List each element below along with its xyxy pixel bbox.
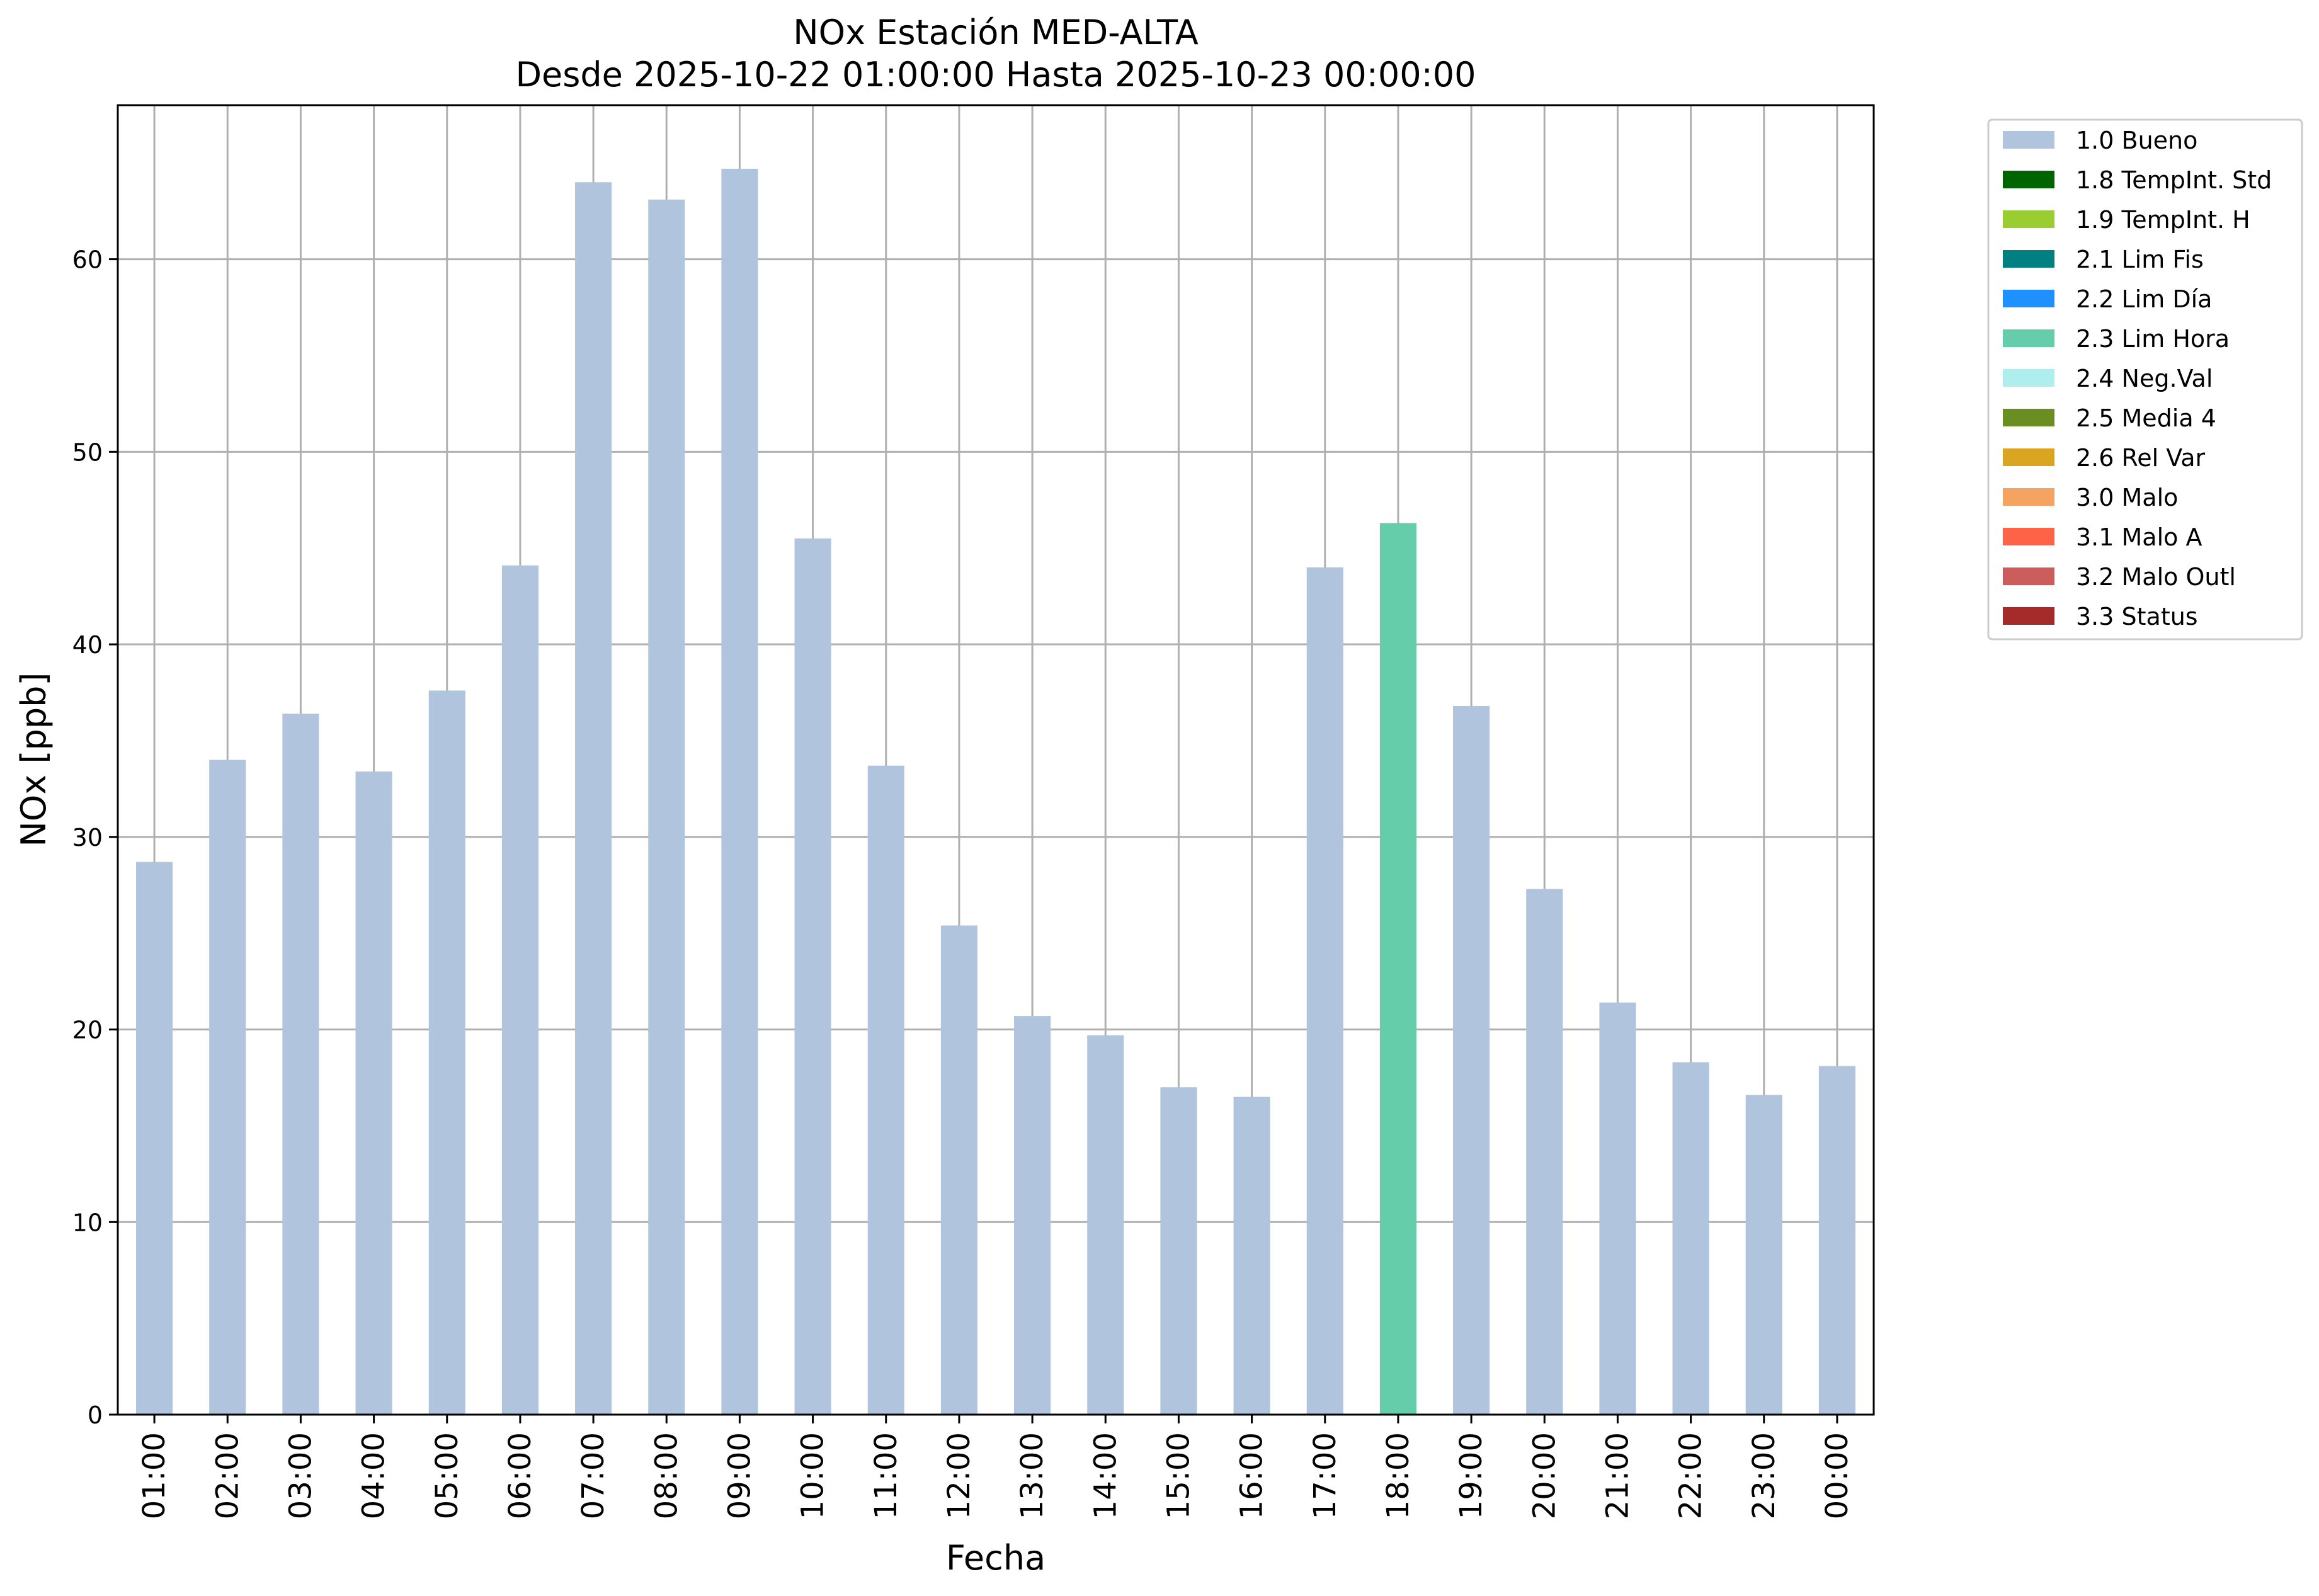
legend-label: 3.1 Malo A (2076, 523, 2202, 551)
legend-label: 2.2 Lim Día (2076, 285, 2212, 313)
x-tick-label: 17:00 (1308, 1432, 1343, 1519)
legend-swatch (2003, 448, 2054, 466)
legend-swatch (2003, 290, 2054, 307)
legend-swatch (2003, 607, 2054, 625)
bar (136, 862, 173, 1415)
x-tick-label: 10:00 (795, 1432, 831, 1519)
legend-swatch (2003, 409, 2054, 426)
bar (940, 925, 977, 1415)
x-tick-label: 19:00 (1454, 1432, 1489, 1519)
x-tick-label: 06:00 (503, 1432, 538, 1519)
legend-label: 1.0 Bueno (2076, 127, 2197, 154)
y-tick-label: 10 (72, 1209, 103, 1236)
bar (355, 771, 392, 1415)
x-tick-label: 14:00 (1088, 1432, 1123, 1519)
plot-frame (117, 104, 1875, 1416)
y-tick-label: 20 (72, 1017, 103, 1044)
x-tick-label: 20:00 (1527, 1432, 1562, 1519)
x-tick-label: 22:00 (1673, 1432, 1709, 1519)
bar (1672, 1062, 1709, 1415)
legend-swatch (2003, 567, 2054, 585)
y-tick-label: 40 (72, 631, 103, 659)
x-tick-label: 00:00 (1820, 1432, 1855, 1519)
bar (1526, 889, 1563, 1415)
x-tick-label: 12:00 (942, 1432, 977, 1519)
x-tick-label: 07:00 (576, 1432, 611, 1519)
x-tick-label: 02:00 (210, 1432, 245, 1519)
legend-label: 3.3 Status (2076, 603, 2198, 630)
x-tick-label: 08:00 (649, 1432, 684, 1519)
legend-swatch (2003, 250, 2054, 268)
x-tick-label: 15:00 (1161, 1432, 1196, 1519)
x-tick-label: 01:00 (137, 1432, 172, 1519)
bars (136, 168, 1855, 1415)
bar (1014, 1016, 1051, 1415)
y-tick-label: 30 (72, 824, 103, 852)
x-tick-label: 05:00 (430, 1432, 465, 1519)
legend: 1.0 Bueno 1.8 TempInt. Std 1.9 TempInt. H 2… (1987, 118, 2303, 641)
legend-swatch (2003, 329, 2054, 347)
bar (209, 760, 246, 1415)
legend-label: 1.8 TempInt. Std (2076, 166, 2272, 194)
legend-swatch (2003, 488, 2054, 506)
x-tick-label: 11:00 (869, 1432, 904, 1519)
x-tick-label: 13:00 (1015, 1432, 1050, 1519)
y-axis-label: NOx [ppb] (14, 673, 54, 847)
bar (648, 199, 685, 1415)
bar (867, 765, 904, 1415)
bar (1233, 1097, 1270, 1415)
x-axis-label: Fecha (946, 1538, 1046, 1578)
x-axis-ticks: 01:00 02:00 03:00 04:00 05:00 06:00 07:00 08:00… (137, 1415, 1855, 1519)
bar (794, 538, 831, 1415)
bar (282, 714, 319, 1415)
legend-swatch (2003, 131, 2054, 149)
chart-title: NOx Estación MED-ALTA (793, 13, 1199, 52)
y-tick-label: 50 (72, 438, 103, 466)
legend-label: 2.4 Neg.Val (2076, 365, 2213, 392)
legend-label: 3.0 Malo (2076, 484, 2178, 511)
legend-label: 2.1 Lim Fis (2076, 246, 2204, 273)
legend-frame (1987, 118, 2303, 641)
bar (428, 690, 465, 1415)
legend-label: 3.2 Malo Outl (2076, 563, 2236, 591)
bar (1599, 1002, 1636, 1415)
bar (721, 168, 758, 1415)
y-tick-label: 0 (88, 1401, 103, 1429)
bar (1087, 1035, 1124, 1415)
bar (1818, 1066, 1855, 1415)
bar (1306, 567, 1343, 1415)
bar (575, 182, 612, 1415)
x-tick-label: 09:00 (722, 1432, 757, 1519)
bar (1745, 1095, 1782, 1415)
x-tick-label: 16:00 (1234, 1432, 1270, 1519)
legend-label: 1.9 TempInt. H (2076, 206, 2250, 234)
bar (501, 565, 538, 1415)
legend-swatch (2003, 171, 2054, 188)
chart-subtitle: Desde 2025-10-22 01:00:00 Hasta 2025-10-… (515, 55, 1476, 94)
x-tick-label: 04:00 (356, 1432, 392, 1519)
bar (1160, 1087, 1197, 1415)
y-axis-ticks: 0 10 20 30 40 50 60 (72, 246, 118, 1429)
x-tick-label: 03:00 (283, 1432, 318, 1519)
legend-swatch (2003, 369, 2054, 387)
bar (1453, 705, 1490, 1415)
y-tick-label: 60 (72, 246, 103, 274)
legend-swatch (2003, 528, 2054, 545)
x-tick-label: 18:00 (1381, 1432, 1416, 1519)
legend-label: 2.3 Lim Hora (2076, 325, 2230, 353)
bar (1379, 523, 1416, 1415)
legend-swatch (2003, 210, 2054, 228)
legend-label: 2.5 Media 4 (2076, 404, 2216, 432)
x-tick-label: 23:00 (1746, 1432, 1782, 1519)
x-tick-label: 21:00 (1600, 1432, 1635, 1519)
legend-label: 2.6 Rel Var (2076, 444, 2206, 472)
